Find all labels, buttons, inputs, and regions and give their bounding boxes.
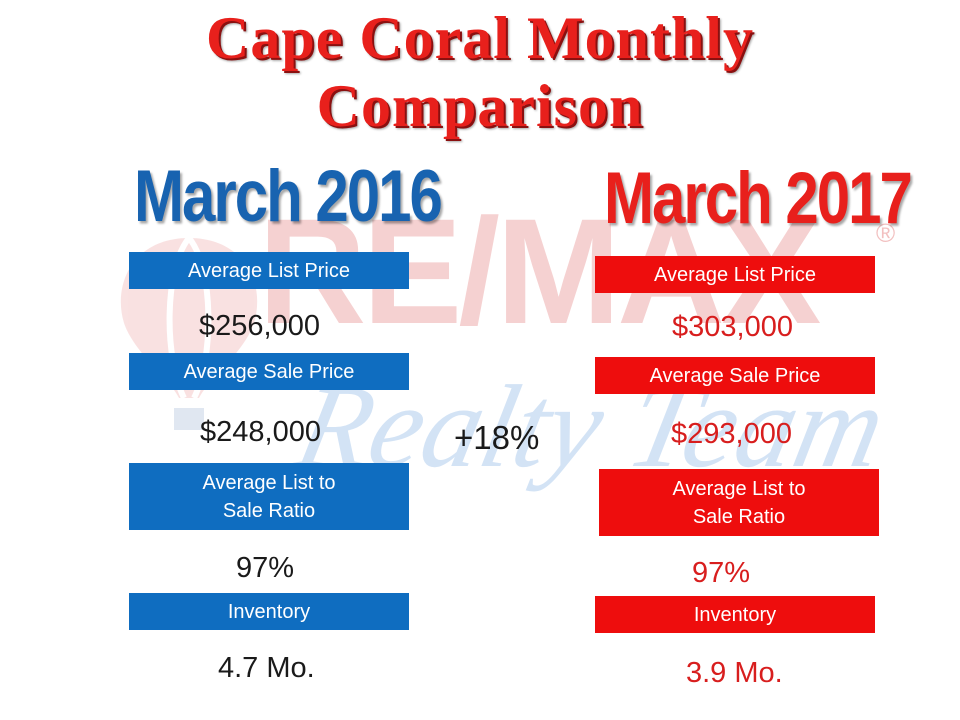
left-inventory-value: 4.7 Mo.: [218, 652, 315, 684]
right-inventory-label: Inventory: [595, 596, 875, 633]
left-inventory-label-text: Inventory: [227, 600, 311, 623]
left-ratio-label: Average List to Sale Ratio: [129, 463, 409, 530]
right-sale-price-value: $293,000: [671, 418, 792, 450]
slide-title-line2: Comparison: [316, 73, 644, 139]
left-ratio-label-text: Average List to Sale Ratio: [202, 471, 336, 522]
left-inventory-label: Inventory: [129, 593, 409, 630]
sale-price-change: +18%: [454, 419, 540, 456]
right-inventory-value: 3.9 Mo.: [686, 657, 783, 689]
right-list-price-value: $303,000: [672, 311, 793, 343]
left-sale-price-label: Average Sale Price: [129, 353, 409, 390]
left-sale-price-label-text: Average Sale Price: [183, 360, 355, 383]
right-list-price-label-text: Average List Price: [654, 263, 816, 286]
left-list-price-value: $256,000: [199, 310, 320, 342]
slide-title-line1: Cape Coral Monthly: [206, 5, 754, 71]
left-list-price-label-text: Average List Price: [188, 259, 350, 282]
right-ratio-label: Average List to Sale Ratio: [599, 469, 879, 536]
left-ratio-value: 97%: [236, 552, 295, 584]
right-sale-price-label-text: Average Sale Price: [649, 364, 821, 387]
left-sale-price-value: $248,000: [200, 416, 321, 448]
heading-march-2016: March 2016: [134, 155, 443, 237]
right-list-price-label: Average List Price: [595, 256, 875, 293]
right-sale-price-label: Average Sale Price: [595, 357, 875, 394]
left-list-price-label: Average List Price: [129, 252, 409, 289]
right-ratio-label-text: Average List to Sale Ratio: [672, 477, 806, 528]
right-ratio-value: 97%: [692, 557, 751, 589]
heading-march-2017: March 2017: [604, 157, 913, 239]
right-inventory-label-text: Inventory: [693, 603, 777, 626]
